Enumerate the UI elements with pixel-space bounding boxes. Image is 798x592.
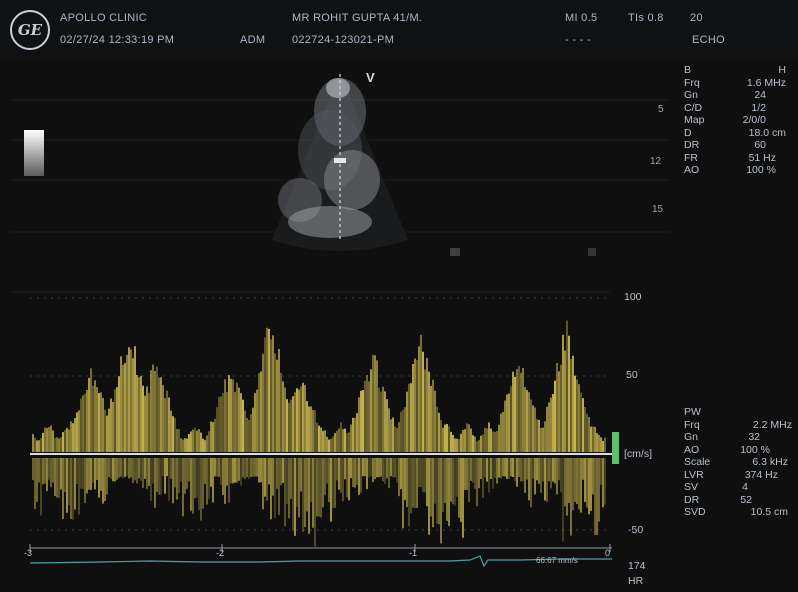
heart-rate-label: HR — [628, 575, 644, 587]
depth-mark-5: 5 — [658, 104, 664, 115]
header-dashes: - - - - — [565, 34, 591, 46]
time-label-neg2: -2 — [216, 548, 225, 558]
doppler-spectrum-negative — [32, 458, 606, 547]
sweep-speed: 66.67 mm/s — [536, 556, 578, 565]
mi-value: MI 0.5 — [565, 12, 598, 24]
velocity-label-100: 100 — [624, 291, 642, 303]
bmode-sector-image — [272, 72, 408, 251]
exam-datetime: 02/27/24 12:33:19 PM — [60, 34, 175, 46]
mode-label: ECHO — [692, 34, 725, 46]
sector-marker-v: V — [366, 70, 375, 85]
exam-id: 022724-123021-PM — [292, 34, 395, 46]
time-label-0: 0 — [605, 548, 611, 558]
doppler-params: PW Frq 2.2 MHz Gn 32 AO 100 % Scale 6.3 kHz … — [684, 406, 792, 518]
doppler-grid-lines — [30, 297, 610, 531]
time-label-neg1: -1 — [409, 548, 418, 558]
clinic-name: APOLLO CLINIC — [60, 12, 148, 24]
header-bar: GE APOLLO CLINIC 02/27/24 12:33:19 PM AD… — [0, 0, 798, 58]
heart-rate-value: 174 — [628, 560, 646, 572]
time-label-neg3: -3 — [24, 548, 33, 558]
velocity-unit-label: [cm/s] — [624, 448, 652, 460]
raster-lines — [10, 99, 670, 293]
tis-value: TIs 0.8 — [628, 12, 664, 24]
velocity-label-50: 50 — [626, 369, 638, 381]
grayscale-bar — [24, 130, 44, 176]
ecg-trace — [29, 555, 612, 568]
doppler-spectrum-positive — [32, 320, 606, 452]
baseline-marker — [612, 432, 619, 464]
time-axis — [29, 544, 612, 552]
adm-label: ADM — [240, 34, 266, 46]
depth-mark-12: 12 — [650, 156, 662, 167]
ge-logo: GE — [10, 10, 50, 50]
depth-mark-15: 15 — [652, 204, 664, 215]
patient-name: MR ROHIT GUPTA 41/M. — [292, 12, 423, 24]
tis-number: 20 — [690, 12, 703, 24]
velocity-label-neg50: -50 — [628, 524, 644, 536]
